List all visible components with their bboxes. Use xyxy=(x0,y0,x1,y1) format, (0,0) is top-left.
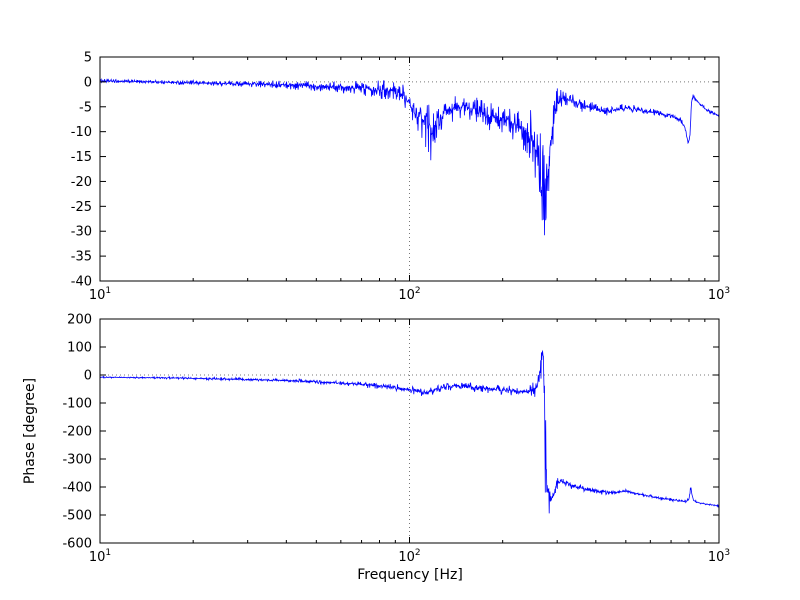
y-tick-label: -40 xyxy=(71,275,92,290)
x-tick-label: 101 xyxy=(89,548,111,565)
y-tick-label: -300 xyxy=(62,453,92,468)
data-line-magnitude-response-dB xyxy=(100,78,719,236)
y-tick-label: -100 xyxy=(62,397,92,412)
x-tick-label: 102 xyxy=(398,548,420,565)
y-tick-label: 0 xyxy=(84,75,92,90)
y-tick-label: 100 xyxy=(67,341,92,356)
x-axis-label: Frequency [Hz] xyxy=(357,567,463,583)
y-tick-label: -5 xyxy=(79,100,92,115)
x-tick-label: 103 xyxy=(708,548,730,565)
data-line-phase-response-degree xyxy=(100,349,719,514)
y-tick-label: -35 xyxy=(71,250,92,265)
y-tick-label: -10 xyxy=(71,125,92,140)
y-tick-label: -20 xyxy=(71,175,92,190)
y-tick-label: -200 xyxy=(62,425,92,440)
y-tick-label: 5 xyxy=(84,51,92,66)
x-tick-label: 102 xyxy=(398,286,420,303)
y-tick-label: -500 xyxy=(62,509,92,524)
y-axis-label-phase: Phase [degree] xyxy=(22,377,38,485)
y-tick-label: 200 xyxy=(67,313,92,328)
y-tick-label: -400 xyxy=(62,481,92,496)
x-tick-label: 103 xyxy=(708,286,730,303)
y-tick-label: 0 xyxy=(84,369,92,384)
x-tick-label: 101 xyxy=(89,286,111,303)
y-tick-label: -30 xyxy=(71,225,92,240)
y-tick-label: -25 xyxy=(71,200,92,215)
y-tick-label: -15 xyxy=(71,150,92,165)
y-tick-label: -600 xyxy=(62,537,92,552)
